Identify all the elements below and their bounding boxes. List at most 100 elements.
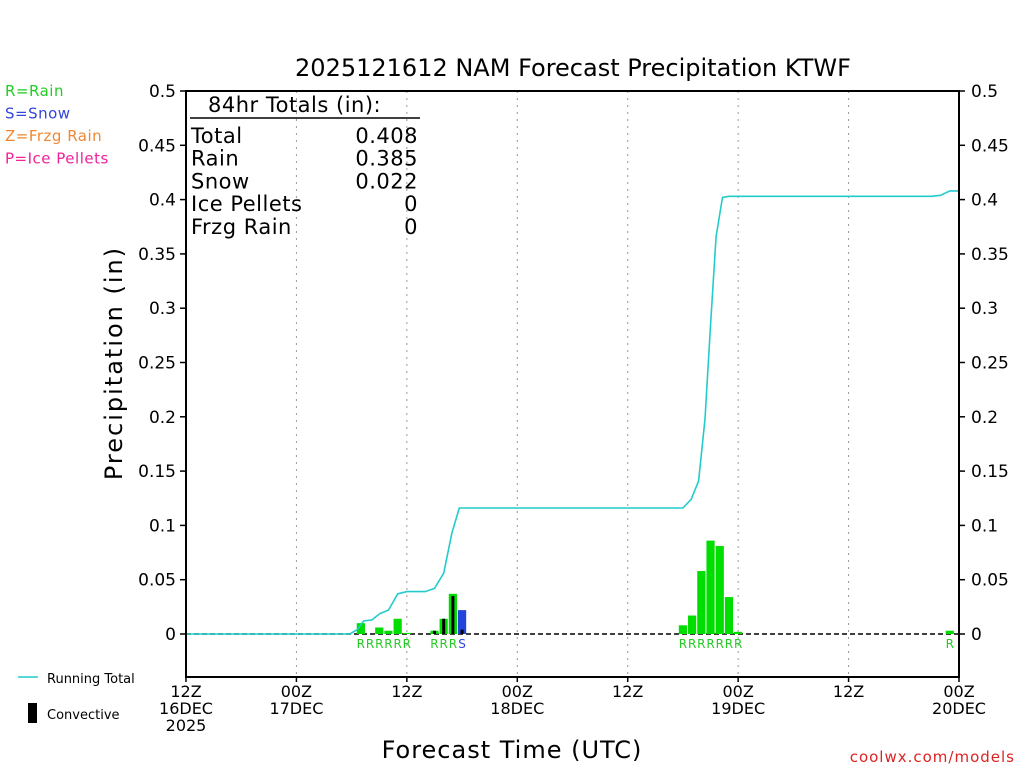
precip-bar-rain (384, 630, 393, 634)
y-tick-label-left: 0.1 (149, 516, 176, 536)
totals-row-label: Frzg Rain (191, 215, 292, 239)
y-tick-label-right: 0.15 (971, 462, 1009, 482)
running-total-line (186, 190, 959, 635)
precip-type-marker: R (375, 637, 383, 651)
x-tick-label: 00Z (502, 682, 533, 701)
y-tick-label-right: 0.35 (971, 245, 1009, 265)
grid-lines (186, 91, 959, 677)
totals-row-label: Rain (191, 147, 239, 171)
precip-type-marker: R (697, 637, 705, 651)
chart-title: 2025121612 NAM Forecast Precipitation KT… (295, 54, 851, 82)
legend-type-entry: R=Rain (5, 82, 64, 100)
y-tick-label-right: 0.25 (971, 354, 1009, 374)
totals-row-value: 0 (404, 192, 418, 216)
y-axis-label: Precipitation (in) (100, 246, 128, 480)
precip-type-marker: R (706, 637, 714, 651)
totals-row-label: Snow (191, 169, 250, 193)
precip-type-marker: R (403, 637, 411, 651)
precip-bar-rain (734, 631, 743, 634)
precip-type-marker: R (393, 637, 401, 651)
totals-row-label: Total (190, 124, 243, 148)
y-tick-label-left: 0.2 (149, 408, 176, 428)
y-tick-label-left: 0.3 (149, 299, 176, 319)
precip-type-marker: R (716, 637, 724, 651)
totals-row-value: 0 (404, 215, 418, 239)
x-tick-label: 00Z (943, 682, 974, 701)
plot-frame (185, 90, 960, 678)
line-layer (186, 190, 959, 635)
legend-type-entry: S=Snow (5, 105, 71, 123)
convective-bar (442, 618, 446, 634)
precip-type-marker: R (449, 637, 457, 651)
precip-type-marker: R (430, 637, 438, 651)
x-tick-label: 20DEC (932, 699, 986, 718)
precip-bar-rain (945, 630, 954, 634)
precip-type-marker: R (439, 637, 447, 651)
precip-bar-snow (457, 610, 467, 634)
x-tick-label: 00Z (722, 682, 753, 701)
totals-box: 84hr Totals (in): Total 0.408 Rain 0.385 Snow… (190, 93, 420, 239)
y-tick-label-left: 0.35 (138, 245, 176, 265)
x-tick-label: 16DEC (159, 699, 213, 718)
totals-heading: 84hr Totals (in): (208, 93, 381, 117)
x-tick-label: 12Z (170, 682, 201, 701)
y-tick-label-right: 0.3 (971, 299, 998, 319)
precip-type-marker: S (458, 637, 466, 651)
x-tick-label: 12Z (833, 682, 864, 701)
y-tick-label-left: 0.15 (138, 462, 176, 482)
y-tick-label-right: 0.5 (971, 82, 998, 102)
y-tick-label-right: 0 (971, 625, 982, 645)
x-tick-label: 19DEC (711, 699, 765, 718)
y-tick-label-left: 0.25 (138, 354, 176, 374)
y-tick-label-left: 0.5 (149, 82, 176, 102)
y-tick-label-right: 0.45 (971, 136, 1009, 156)
y-tick-label-left: 0.4 (149, 191, 176, 211)
precip-type-marker: R (357, 637, 365, 651)
y-tick-label-right: 0.4 (971, 191, 998, 211)
convective-bar (451, 595, 455, 634)
precip-type-marker: R (734, 637, 742, 651)
precip-type-marker: R (384, 637, 392, 651)
y-tick-label-left: 0 (165, 625, 176, 645)
precip-type-marker: R (366, 637, 374, 651)
precip-bar-rain (356, 623, 365, 634)
totals-row-value: 0.408 (355, 124, 418, 148)
legend: R=Rain S=Snow Z=Frzg Rain P=Ice Pellets Runn… (5, 82, 135, 723)
precip-type-marker: R (679, 637, 687, 651)
precip-bar-rain (706, 540, 715, 634)
x-tick-label: 17DEC (269, 699, 323, 718)
precip-bar-rain (724, 597, 734, 634)
convective-bar (460, 629, 464, 634)
precip-bar-rain (678, 625, 688, 634)
legend-type-entry: P=Ice Pellets (5, 150, 109, 168)
x-tick-label: 00Z (281, 682, 312, 701)
x-tick-label: 2025 (166, 716, 207, 735)
convective-bar (432, 630, 436, 634)
precip-bar-rain (375, 627, 384, 634)
x-tick-label: 18DEC (490, 699, 544, 718)
totals-row-label: Ice Pellets (191, 192, 302, 216)
y-tick-label-right: 0.2 (971, 408, 998, 428)
precip-type-marker: R (946, 637, 954, 651)
legend-type-entry: Z=Frzg Rain (5, 127, 102, 145)
precip-bar-rain (697, 571, 706, 634)
x-axis-label: Forecast Time (UTC) (382, 736, 643, 764)
precip-bar-rain (688, 615, 697, 634)
y-tick-label-right: 0.1 (971, 516, 998, 536)
x-tick-label: 12Z (391, 682, 422, 701)
precip-bar-rain (715, 546, 724, 634)
y-tick-label-left: 0.05 (138, 571, 176, 591)
legend-convective-label: Convective (47, 708, 120, 723)
precip-bar-rain (393, 618, 402, 634)
x-tick-label: 12Z (612, 682, 643, 701)
credit-text: coolwx.com/models (850, 748, 1015, 766)
y-tick-label-left: 0.45 (138, 136, 176, 156)
precip-type-marker: R (688, 637, 696, 651)
axis-layer: 0 00.05 0.050.1 0.10.15 0.150.2 0.20.25 0.250.… (138, 82, 1009, 735)
totals-row-value: 0.385 (355, 147, 418, 171)
precip-type-marker: R (725, 637, 733, 651)
precip-bar-rain (402, 632, 411, 634)
legend-running-total-label: Running Total (47, 672, 135, 687)
